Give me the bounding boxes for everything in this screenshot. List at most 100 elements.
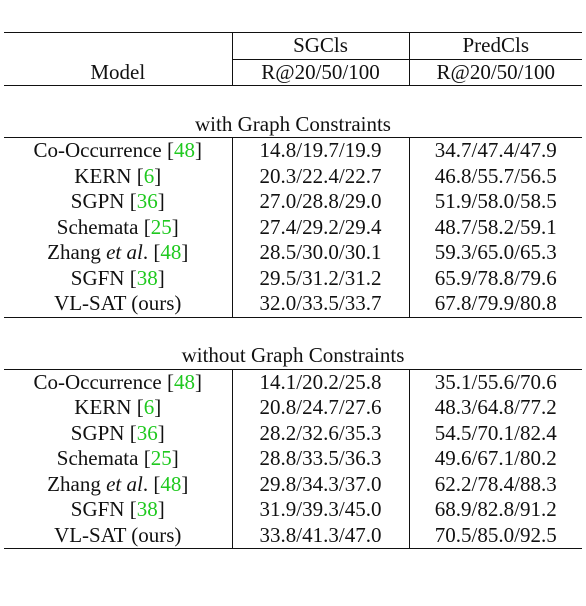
model-name: KERN	[74, 395, 132, 420]
model-name-cell: Schemata [25]	[4, 214, 233, 240]
predcls-value: 65.9/78.8/79.6	[434, 265, 557, 290]
sgcls-value: 31.9/39.3/45.0	[232, 497, 410, 523]
model-name-cell: KERN [6]	[4, 163, 233, 189]
model-name: SGFN	[70, 497, 125, 522]
model-name-suffix: .	[142, 471, 149, 496]
predcls-value: 46.8/55.7/56.5	[434, 163, 557, 188]
citation-link[interactable]: 48	[160, 240, 182, 265]
predcls-value: 68.9/82.8/91.2	[434, 497, 557, 522]
model-name-cell: SGFN [38]	[4, 497, 233, 523]
table-row: Zhang et al. [48] 28.5/30.0/30.1 59.3/65.0…	[4, 240, 582, 266]
sgcls-value: 14.8/19.7/19.9	[232, 137, 410, 164]
predcls-value: 70.5/85.0/92.5	[409, 522, 582, 549]
table-row: KERN [6] 20.8/24.7/27.6 48.3/64.8/77.2	[4, 395, 582, 421]
header-sgcls-metric: R@20/50/100	[232, 59, 410, 86]
section-title-row: with Graph Constraints	[4, 112, 582, 138]
table-row: Schemata [25] 28.8/33.5/36.3 49.6/67.1/80.…	[4, 446, 582, 472]
section-gap	[4, 85, 582, 112]
sgcls-value: 20.8/24.7/27.6	[232, 395, 410, 421]
sgcls-value: 32.0/33.5/33.7	[232, 291, 410, 317]
predcls-value: 67.8/79.9/80.8	[434, 291, 557, 316]
citation-link[interactable]: 48	[160, 471, 182, 496]
citation-link[interactable]: 36	[136, 420, 158, 445]
predcls-value: 62.2/78.4/88.3	[434, 471, 557, 496]
sgcls-value: 29.8/34.3/37.0	[232, 471, 410, 497]
sgcls-value: 29.5/31.2/31.2	[232, 265, 410, 291]
table-row: KERN [6] 20.3/22.4/22.7 46.8/55.7/56.5	[4, 163, 582, 189]
header-predcls: PredCls	[409, 32, 582, 60]
model-name: KERN	[74, 163, 132, 188]
model-name-cell: SGFN [38]	[4, 265, 233, 291]
header-row-metrics: Model R@20/50/100 R@20/50/100	[4, 59, 582, 86]
citation-link[interactable]: 48	[174, 138, 195, 163]
model-name-italic: et al	[106, 471, 143, 496]
results-table: SGCls PredCls Model R@20/50/100 R@20/50/…	[4, 32, 582, 549]
predcls-value: 34.7/47.4/47.9	[409, 137, 582, 164]
table-row: VL-SAT (ours) 32.0/33.5/33.7 67.8/79.9/80.…	[4, 291, 582, 317]
citation-link[interactable]: 36	[136, 189, 158, 214]
predcls-value: 49.6/67.1/80.2	[434, 446, 557, 471]
model-name-cell: KERN [6]	[4, 395, 233, 421]
model-name-cell: Zhang et al. [48]	[4, 240, 233, 266]
citation-link[interactable]: 48	[174, 369, 195, 394]
model-name: Zhang	[47, 240, 101, 265]
citation-link[interactable]: 25	[150, 214, 172, 239]
model-name-suffix: .	[142, 240, 149, 265]
sgcls-value: 20.3/22.4/22.7	[232, 163, 410, 189]
model-name-italic: et al	[106, 240, 143, 265]
table-row: SGFN [38] 31.9/39.3/45.0 68.9/82.8/91.2	[4, 497, 582, 523]
model-name-cell: Co-Occurrence [48]	[4, 137, 233, 164]
model-name: Schemata	[56, 214, 139, 239]
table-row: VL-SAT (ours) 33.8/41.3/47.0 70.5/85.0/92.…	[4, 522, 582, 549]
sgcls-value: 28.2/32.6/35.3	[232, 420, 410, 446]
table-row: Co-Occurrence [48] 14.1/20.2/25.8 35.1/55.…	[4, 368, 582, 395]
model-name: SGFN	[70, 265, 125, 290]
citation-link[interactable]: 25	[150, 446, 172, 471]
citation-link[interactable]: 6	[143, 163, 155, 188]
header-model: Model	[4, 59, 233, 86]
model-name-cell: SGPN [36]	[4, 189, 233, 215]
sgcls-value: 28.5/30.0/30.1	[232, 240, 410, 266]
model-name-cell: Zhang et al. [48]	[4, 471, 233, 497]
citation-link[interactable]: 38	[136, 497, 158, 522]
table-row: Co-Occurrence [48] 14.8/19.7/19.9 34.7/47.…	[4, 137, 582, 164]
model-name: Zhang	[47, 471, 101, 496]
predcls-value: 48.3/64.8/77.2	[434, 395, 557, 420]
header-predcls-metric: R@20/50/100	[436, 59, 555, 84]
predcls-value: 35.1/55.6/70.6	[409, 368, 582, 395]
predcls-value: 51.9/58.0/58.5	[434, 189, 557, 214]
section-title: with Graph Constraints	[195, 111, 391, 136]
model-name-cell: VL-SAT (ours)	[4, 291, 233, 317]
sgcls-value: 27.4/29.2/29.4	[232, 214, 410, 240]
table-row: SGPN [36] 27.0/28.8/29.0 51.9/58.0/58.5	[4, 189, 582, 215]
section-gap	[4, 316, 582, 343]
table-row: SGFN [38] 29.5/31.2/31.2 65.9/78.8/79.6	[4, 265, 582, 291]
model-name: Schemata	[56, 446, 139, 471]
model-name: SGPN	[70, 420, 125, 445]
citation-link[interactable]: 38	[136, 265, 158, 290]
model-name-cell: VL-SAT (ours)	[4, 522, 233, 549]
caption-remnant	[0, 0, 586, 9]
predcls-value: 54.5/70.1/82.4	[434, 420, 557, 445]
table-row: Zhang et al. [48] 29.8/34.3/37.0 62.2/78.4…	[4, 471, 582, 497]
model-name: Co-Occurrence	[33, 369, 162, 394]
predcls-value: 48.7/58.2/59.1	[434, 214, 557, 239]
model-name: SGPN	[70, 189, 125, 214]
model-name: Co-Occurrence	[33, 138, 162, 163]
model-name-cell: Co-Occurrence [48]	[4, 368, 233, 395]
header-row-groups: SGCls PredCls	[4, 32, 582, 60]
sgcls-value: 33.8/41.3/47.0	[232, 522, 410, 549]
section-title-row: without Graph Constraints	[4, 343, 582, 369]
model-name: VL-SAT (ours)	[54, 522, 182, 547]
sgcls-value: 27.0/28.8/29.0	[232, 189, 410, 215]
header-sgcls: SGCls	[232, 32, 410, 60]
sgcls-value: 14.1/20.2/25.8	[232, 368, 410, 395]
citation-link[interactable]: 6	[143, 395, 155, 420]
table-row: SGPN [36] 28.2/32.6/35.3 54.5/70.1/82.4	[4, 420, 582, 446]
section-title: without Graph Constraints	[181, 343, 405, 368]
sgcls-value: 28.8/33.5/36.3	[232, 446, 410, 472]
table-row: Schemata [25] 27.4/29.2/29.4 48.7/58.2/59.…	[4, 214, 582, 240]
header-model-spacer	[4, 32, 233, 59]
predcls-value: 59.3/65.0/65.3	[434, 240, 557, 265]
model-name-cell: SGPN [36]	[4, 420, 233, 446]
